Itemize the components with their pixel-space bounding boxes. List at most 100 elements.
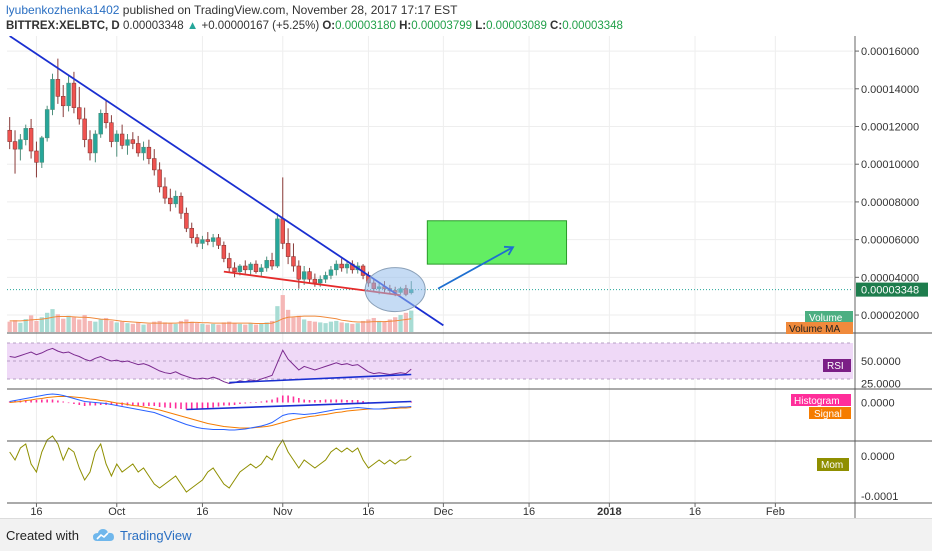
volume-bar — [23, 319, 28, 332]
candle-body — [221, 244, 227, 259]
volume-bar — [382, 321, 387, 332]
rsi-pane[interactable] — [9, 347, 412, 385]
volume-bar — [232, 323, 237, 332]
volume-bar — [253, 324, 259, 332]
candle-body — [328, 269, 334, 276]
macd-histogram-bar — [110, 402, 113, 405]
volume-bar — [227, 321, 232, 332]
volume-bar — [323, 323, 328, 332]
macd-histogram-bar — [233, 402, 236, 405]
volume-bar — [366, 319, 371, 332]
macd-histogram-bar — [132, 402, 134, 406]
candle-body — [28, 128, 34, 152]
candle-body — [334, 263, 339, 271]
volume-bar — [168, 323, 173, 332]
momentum-pane[interactable] — [9, 435, 412, 493]
rsi-tick-label: 25.0000 — [861, 379, 901, 391]
price-tick-label: 0.00016000 — [861, 46, 919, 58]
candle-body — [339, 263, 344, 269]
macd-histogram-bar — [223, 402, 225, 406]
high-value: 0.00003799 — [411, 20, 473, 32]
volume-bar — [403, 312, 409, 332]
volume-bar — [376, 320, 382, 332]
volume-bar — [296, 315, 301, 332]
volume-bar — [248, 323, 253, 332]
macd-histogram-bar — [201, 402, 204, 409]
macd-histogram-bar — [319, 400, 322, 403]
publish-info: published on TradingView.com, November 2… — [122, 3, 458, 17]
candle-body — [216, 237, 221, 246]
candle-body — [109, 122, 114, 142]
candle-body — [77, 107, 82, 120]
grid — [7, 36, 853, 502]
candle-body — [103, 112, 109, 124]
time-tick-label: 16 — [689, 506, 701, 518]
volume-bar — [328, 321, 334, 332]
time-tick-label: Oct — [108, 506, 125, 518]
momentum-line — [9, 435, 412, 493]
volume-bar — [291, 317, 296, 332]
candle-body — [168, 197, 173, 205]
volume-bar — [398, 315, 403, 332]
macd-histogram-bar — [142, 402, 145, 406]
price-pane[interactable] — [7, 58, 853, 297]
candle-body — [50, 79, 55, 110]
candle-body — [66, 82, 71, 107]
volume-bar — [205, 324, 210, 332]
candle-body — [344, 263, 350, 269]
macd-histogram-bar — [303, 399, 305, 403]
candle-body — [291, 256, 296, 267]
mom-badge-label: Mom — [821, 460, 843, 471]
tradingview-link[interactable]: TradingView — [120, 528, 192, 543]
macd-histogram-bar — [41, 399, 43, 403]
macd-histogram-bar — [212, 402, 214, 408]
volume-bar — [98, 319, 103, 332]
volume-bar — [307, 320, 312, 332]
candle-body — [269, 260, 275, 267]
histogram-badge — [791, 394, 851, 406]
author-link[interactable]: lyubenkozhenka1402 — [6, 3, 120, 17]
price-tick-label: 0.00004000 — [861, 272, 919, 284]
macd-histogram-bar — [115, 402, 118, 405]
time-tick-label: Feb — [766, 506, 785, 518]
rsi-tick-label: 50.0000 — [861, 356, 901, 368]
macd-histogram-bar — [346, 400, 348, 403]
candle-body — [205, 239, 211, 242]
time-tick-label: Dec — [434, 506, 454, 518]
candle-body — [157, 169, 162, 188]
macd-histogram-bar — [276, 397, 279, 403]
macd-histogram-bar — [196, 402, 198, 410]
last-price: 0.00003348 — [122, 20, 184, 32]
price-tick-label: 0.00014000 — [861, 84, 919, 96]
time-tick-label: Nov — [273, 506, 293, 518]
candle-body — [87, 139, 93, 154]
volume-bar — [82, 315, 87, 332]
volume-bar — [34, 320, 39, 332]
macd-histogram-bar — [174, 402, 177, 409]
macd-histogram-bar — [265, 400, 268, 403]
mom-badge — [817, 458, 849, 471]
macd-histogram-bar — [78, 402, 81, 405]
macd-pane[interactable] — [8, 393, 413, 431]
volume-ma-line — [9, 315, 412, 325]
price-tick-label: 0.00012000 — [861, 121, 919, 133]
macd-histogram-bar — [67, 402, 70, 404]
macd-histogram-bar — [164, 402, 166, 408]
volume-bar — [302, 319, 307, 332]
volume-bar — [216, 324, 221, 332]
price-tick-label: 0.00006000 — [861, 235, 919, 247]
volume-bar — [285, 309, 291, 332]
candle-body — [34, 150, 39, 163]
close-value: 0.00003348 — [562, 20, 623, 32]
volume-bar — [393, 317, 398, 332]
volume-bar — [344, 323, 350, 332]
macd-histogram-bar — [298, 398, 300, 403]
rsi-badge-label: RSI — [827, 361, 844, 372]
candle-body — [248, 263, 253, 271]
macd-histogram-bar — [153, 402, 156, 406]
chart-canvas[interactable]: 0.00016000 0.00014000 0.00012000 0.00010000… — [0, 36, 932, 518]
volume-bar — [360, 320, 366, 332]
time-tick-label: 2018 — [597, 506, 621, 518]
candle-body — [130, 139, 136, 144]
price-tick-label: 0.00008000 — [861, 197, 919, 209]
